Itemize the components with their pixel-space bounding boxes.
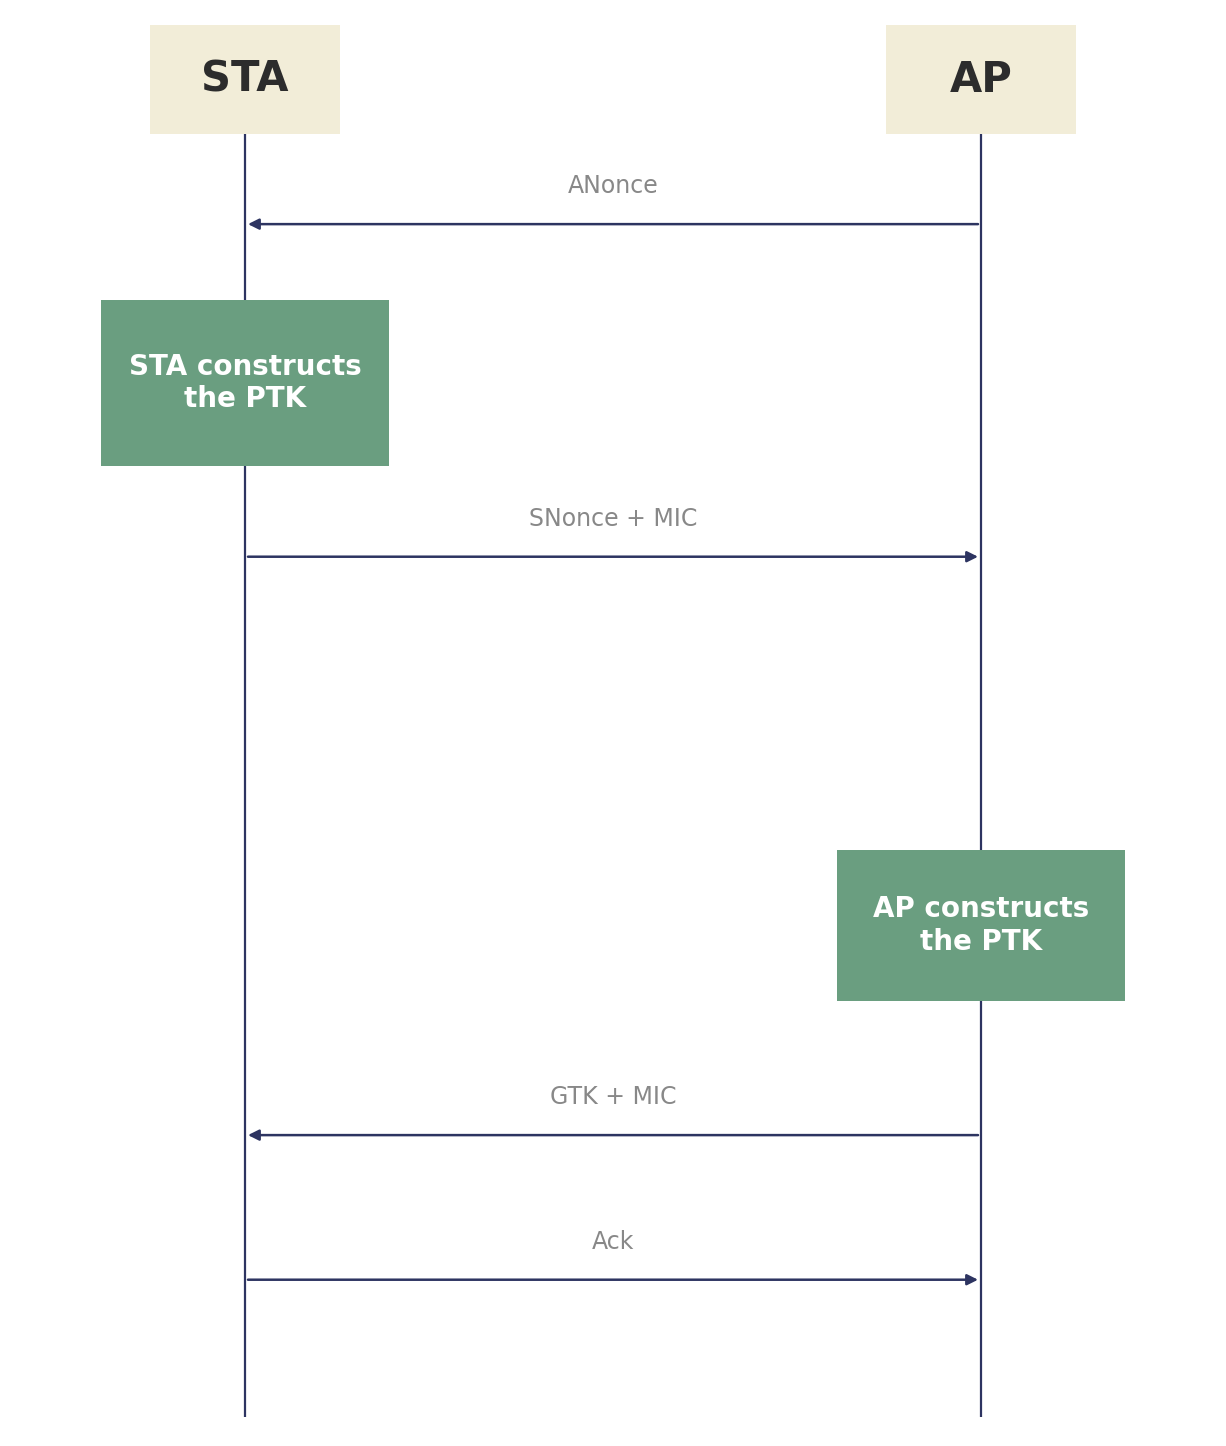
Text: ANonce: ANonce: [568, 174, 658, 198]
Text: GTK + MIC: GTK + MIC: [549, 1084, 677, 1109]
Text: AP: AP: [949, 58, 1013, 101]
FancyBboxPatch shape: [151, 25, 341, 134]
Text: Ack: Ack: [592, 1229, 634, 1254]
Text: SNonce + MIC: SNonce + MIC: [528, 506, 698, 531]
Text: AP constructs
the PTK: AP constructs the PTK: [873, 895, 1089, 956]
Text: STA constructs
the PTK: STA constructs the PTK: [129, 353, 362, 414]
FancyBboxPatch shape: [886, 25, 1076, 134]
FancyBboxPatch shape: [102, 301, 390, 466]
Text: STA: STA: [201, 58, 289, 101]
FancyBboxPatch shape: [837, 849, 1125, 1001]
